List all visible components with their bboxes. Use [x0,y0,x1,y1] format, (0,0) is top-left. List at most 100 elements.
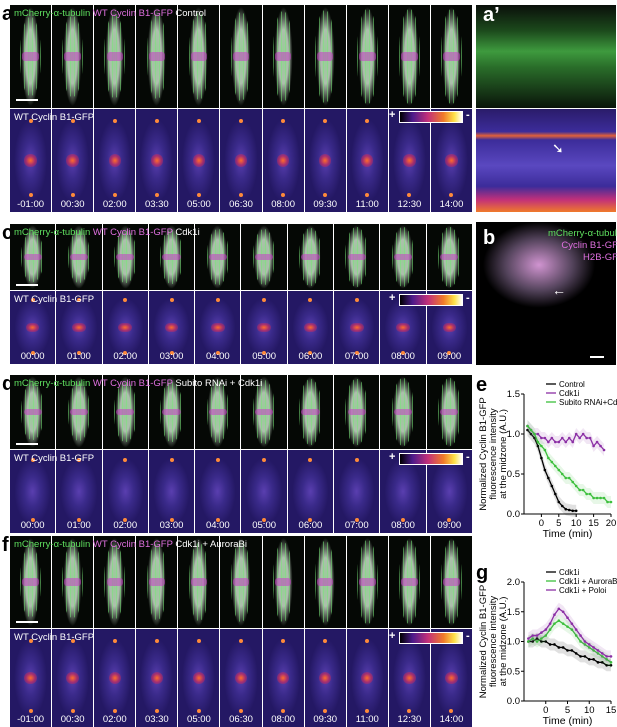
cyclin-frame: -01:00 [10,629,52,727]
cyclin-frame: 06:00 [287,450,334,533]
data-point [595,496,599,500]
tubulin-frame [426,375,472,449]
data-point [547,440,550,444]
midzone-signal [192,672,206,684]
timestamp: 09:30 [313,714,338,725]
chromosomes [393,409,413,415]
tubulin-frame [148,375,195,449]
cyclin-frame: 02:00 [102,450,148,533]
chart-g: Normalized Cyclin B1-GFP fluorescence int… [478,568,617,727]
data-point [548,622,552,625]
chromosomes [69,254,89,260]
centrosome [449,709,454,714]
midzone-signal [118,323,133,332]
colorbar [399,111,463,123]
chromosomes [190,578,208,586]
legend-entry: Subito RNAi+Cdk1i [559,398,617,407]
data-point [553,613,556,617]
midzone-signal [403,672,416,684]
data-point [605,655,608,658]
midzone-signal [66,154,79,167]
data-point [592,646,595,649]
midzone-signal [257,323,271,332]
panel-f-top-label: mCherry-α-tubulin WT Cyclin B1-GFP Cdk1i… [14,539,247,550]
timestamp: 01:00 [67,351,91,362]
colorbar [399,453,463,465]
centrosome [262,298,267,303]
chromosomes [69,409,89,415]
panel-c-bottom-label: WT Cyclin B1-GFP [14,294,95,305]
x-tick-label: 20 [606,518,617,529]
chromosomes [232,578,250,586]
tubulin-frame [346,5,388,108]
chromosomes [393,254,413,260]
data-point [581,432,585,436]
tubulin-frame [388,5,430,108]
data-point [560,472,564,476]
data-point [583,640,587,643]
cyclin-frame: 05:00 [178,629,220,727]
chromosomes [162,254,181,260]
y-tick-label: 0.0 [507,696,520,707]
centrosome [308,458,313,463]
legend-entry: Cdk1i + Poloi [559,586,607,595]
cyclin-frame: 12:30 [388,109,430,212]
centrosome [365,193,370,198]
data-point [547,476,550,480]
data-point [566,649,569,652]
cyclin-frame: 14:00 [430,109,473,212]
y-tick-label: 1.5 [507,389,520,400]
panel-a-bottom-label: WT Cyclin B1-GFP [14,112,95,123]
centrosome [262,350,267,355]
y-tick-label: 0.0 [507,509,520,520]
data-point [574,652,578,655]
data-point [587,646,591,649]
chart-e: Normalized Cyclin B1-GFP fluorescence int… [478,380,617,540]
data-point [557,646,561,649]
centrosome [281,193,286,198]
data-point [585,492,588,496]
cyclin-frame: 06:30 [220,109,262,212]
timestamp: 07:00 [344,520,369,531]
timestamp: 11:00 [355,199,379,210]
label-tubulin: mCherry-α-tubulin [14,8,91,19]
data-point [599,496,602,500]
midzone-signal [211,323,225,332]
chromosomes [443,578,460,586]
data-point [536,440,540,444]
centrosome [76,518,81,523]
panel-letter-a: a [2,3,14,25]
data-point [609,664,613,667]
tubulin-frame [10,536,52,628]
centrosome [76,458,81,463]
centrosome [30,518,35,523]
data-point [567,476,571,480]
chromosomes [316,52,334,61]
colorbar-plus: + [389,292,396,304]
data-point [529,432,533,436]
cyclin-frame: 06:00 [287,291,334,364]
timestamp: 09:30 [313,199,338,210]
centrosome [196,638,201,643]
tubulin-frame [388,536,430,628]
midzone-signal [361,672,374,684]
data-point [602,448,606,452]
centrosome [76,350,81,355]
data-point [550,484,554,488]
tubulin-frame [334,375,380,449]
centrosome [28,638,33,643]
midzone-signal [349,323,364,332]
midzone-signal [234,154,248,167]
series-error-band [527,420,605,456]
midzone-signal [361,154,374,167]
y-axis-label: Normalized Cyclin B1-GFP [478,397,489,511]
data-point [553,622,556,625]
timestamp: 03:00 [159,520,184,531]
arrow-icon: ← [552,282,566,298]
timestamp: 02:00 [102,199,127,210]
panel-a-cyclin-strip: -01:00 00:30 02:00 03:30 05:00 06:30 08:00 09:3… [10,109,473,212]
y-axis-label: at the midzone (A.U.) [498,409,509,499]
data-point [544,634,548,637]
tubulin-frame [287,375,334,449]
timestamp: 08:00 [271,199,295,210]
